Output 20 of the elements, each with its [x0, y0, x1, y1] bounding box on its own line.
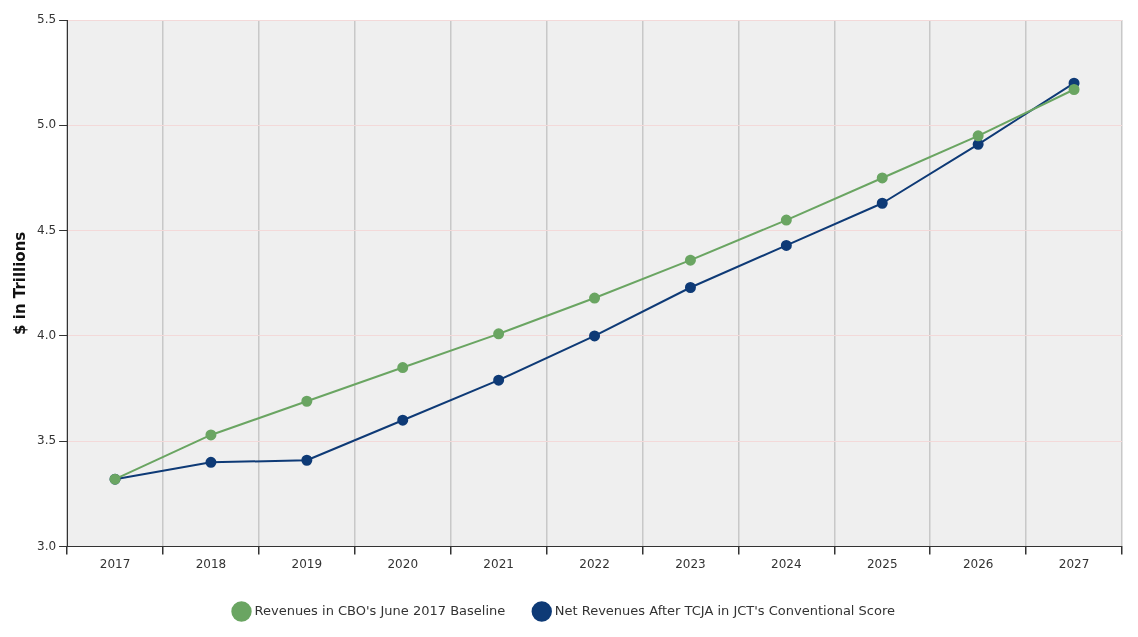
y-tick-label: 5.5: [36, 12, 57, 27]
x-tick-label: 2026: [962, 556, 994, 571]
y-tick-label: 4.0: [36, 328, 57, 343]
x-tick-label: 2017: [99, 556, 131, 571]
x-tick-label: 2020: [387, 556, 419, 571]
y-tick-label: 3.5: [36, 433, 57, 448]
x-tick-label: 2019: [291, 556, 323, 571]
y-tick-label: 3.0: [36, 538, 57, 553]
x-tick-label: 2027: [1058, 556, 1090, 571]
x-tick-label: 2023: [675, 556, 706, 571]
legend-label: Net Revenues After TCJA in JCT's Conventional Score: [554, 602, 896, 618]
y-axis-title: $ in Trillions: [10, 231, 29, 335]
x-tick-label: 2022: [579, 556, 610, 571]
legend-label: Revenues in CBO's June 2017 Baseline: [254, 602, 506, 618]
x-tick-label: 2018: [195, 556, 227, 571]
x-tick-label: 2024: [771, 556, 802, 571]
y-tick-label: 5.0: [36, 117, 57, 132]
x-tick-label: 2025: [866, 556, 898, 571]
y-tick-label: 4.5: [36, 222, 57, 237]
x-tick-label: 2021: [483, 556, 514, 571]
